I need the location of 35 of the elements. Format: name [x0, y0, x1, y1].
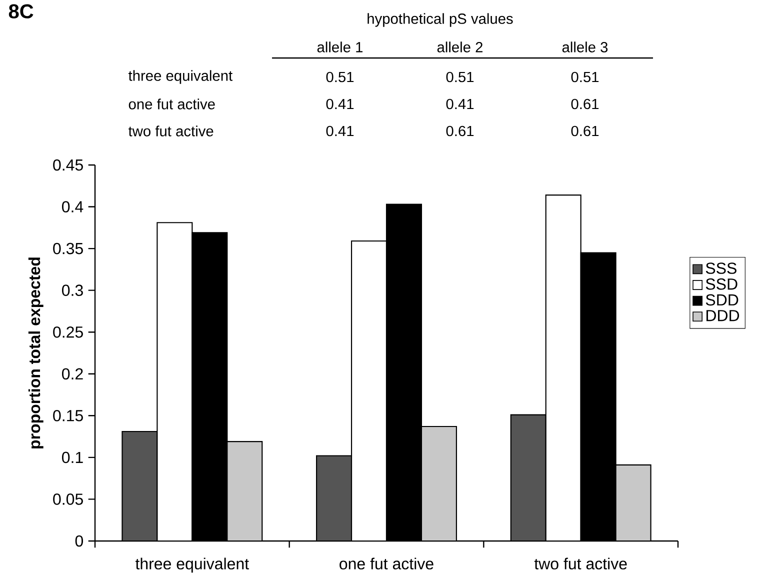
text: 0.61: [446, 126, 474, 136]
x-tick-label: one fut active: [340, 558, 434, 570]
y-tick-label: 0.45: [53, 159, 83, 171]
text: 0.41: [326, 126, 354, 136]
y-tick-label: 0.35: [53, 242, 83, 254]
text: 0.51: [571, 72, 599, 82]
x-tick-label: three equivalent: [135, 558, 249, 573]
y-tick-label: 0.15: [53, 410, 83, 422]
text: 0.61: [571, 126, 599, 136]
y-tick-label: 0.2: [62, 368, 83, 380]
legend-label: SDD: [706, 294, 738, 306]
y-tick-label: 0.3: [62, 284, 83, 296]
chart-title: 8C: [8, 4, 34, 18]
text: allele 2: [437, 42, 482, 52]
legend-label: SSD: [706, 278, 738, 290]
y-tick-label: 0.4: [62, 201, 84, 212]
text: 0.51: [446, 72, 474, 82]
text: allele 1: [317, 42, 363, 52]
x-tick-label: two fut active: [534, 558, 627, 570]
text: 0.41: [446, 98, 474, 110]
y-tick-label: 0.1: [62, 452, 83, 464]
text: one fut active: [128, 98, 215, 110]
text: 0.41: [326, 98, 354, 110]
text: three equivalent: [128, 70, 233, 84]
text: 0.51: [326, 72, 354, 82]
text: hypothetical pS values: [368, 13, 513, 27]
text: two fut active: [128, 126, 214, 136]
text: 0.61: [571, 98, 599, 110]
y-tick-label: 0.05: [53, 494, 83, 505]
legend-label: SSS: [706, 262, 736, 274]
text: allele 3: [562, 42, 608, 52]
legend-label: DDD: [706, 310, 740, 322]
y-axis-title: proportion total expected: [28, 258, 44, 448]
y-tick-label: 0.25: [53, 326, 83, 338]
y-tick-label: 0: [75, 535, 84, 547]
